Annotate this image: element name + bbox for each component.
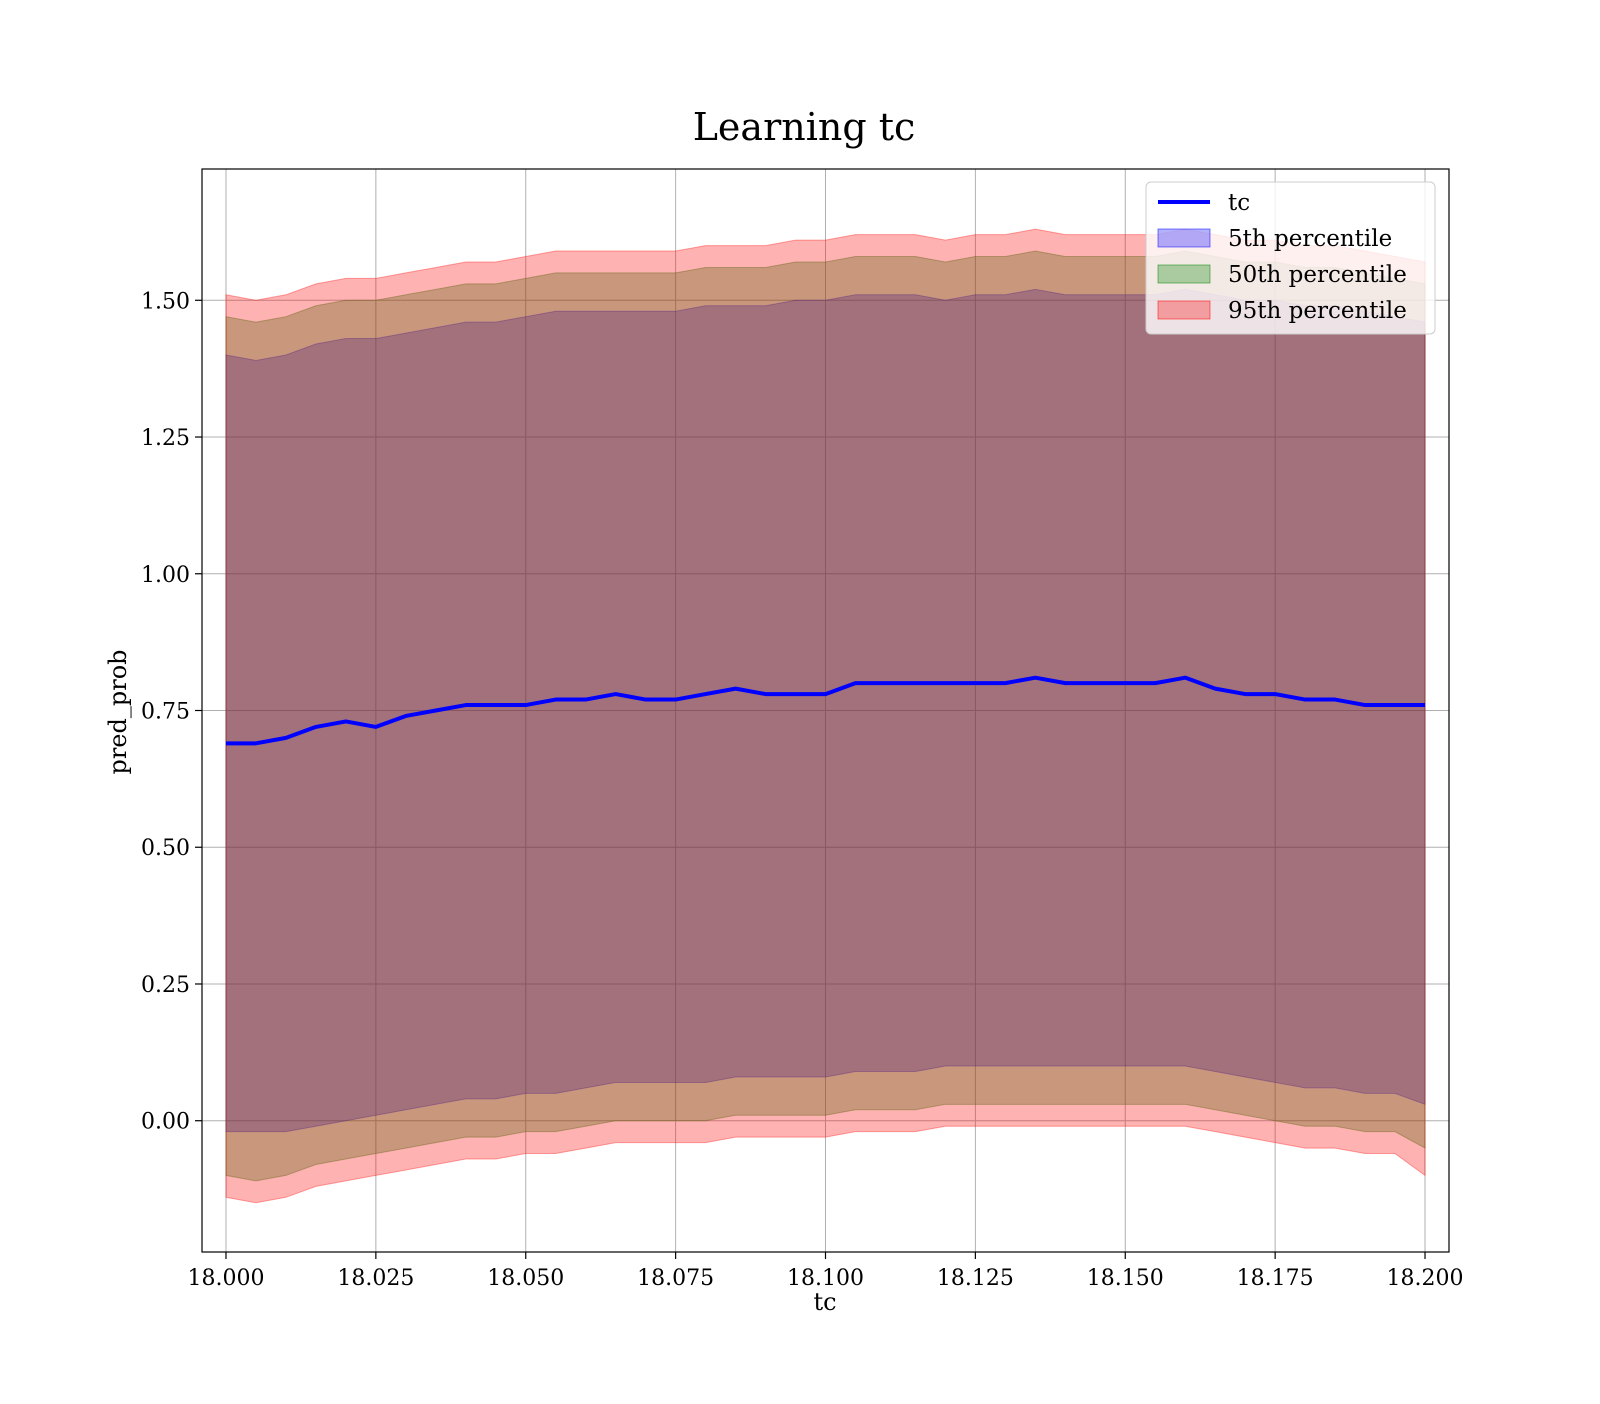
x-tick-label: 18.100 bbox=[787, 1266, 864, 1291]
y-tick-label: 0.00 bbox=[141, 1110, 190, 1135]
x-tick-label: 18.175 bbox=[1237, 1266, 1314, 1291]
x-tick-label: 18.050 bbox=[487, 1266, 564, 1291]
percentile-bands bbox=[225, 228, 1426, 1204]
x-axis-label: tc bbox=[813, 1288, 836, 1316]
legend-label: 50th percentile bbox=[1228, 262, 1407, 288]
band-5th-percentile bbox=[225, 288, 1426, 1133]
legend: tc 5th percentile 50th percentile 95th perc… bbox=[1145, 181, 1436, 335]
band-50th-percentile bbox=[225, 250, 1426, 1182]
band-95th-percentile bbox=[225, 228, 1426, 1204]
legend-box bbox=[1145, 181, 1436, 335]
series-lines bbox=[225, 675, 1426, 746]
legend-label: 5th percentile bbox=[1228, 226, 1392, 252]
y-axis: 0.00 0.25 0.50 0.75 1.00 1.25 1.50 bbox=[141, 289, 202, 1135]
legend-label: tc bbox=[1228, 190, 1250, 216]
x-tick-label: 18.025 bbox=[337, 1266, 414, 1291]
y-tick-label: 1.00 bbox=[141, 563, 190, 588]
x-tick-label: 18.075 bbox=[637, 1266, 714, 1291]
y-tick-label: 1.25 bbox=[141, 426, 190, 451]
x-tick-label: 18.150 bbox=[1087, 1266, 1164, 1291]
legend-label: 95th percentile bbox=[1228, 298, 1407, 324]
x-axis: 18.000 18.025 18.050 18.075 18.100 18.125 18.1… bbox=[187, 1252, 1464, 1291]
legend-swatch-band bbox=[1157, 300, 1211, 320]
x-tick-label: 18.000 bbox=[187, 1266, 264, 1291]
y-tick-label: 0.75 bbox=[141, 700, 190, 725]
y-tick-label: 0.50 bbox=[141, 836, 190, 861]
grid bbox=[202, 169, 1449, 1252]
y-tick-label: 0.25 bbox=[141, 973, 190, 998]
x-tick-label: 18.125 bbox=[937, 1266, 1014, 1291]
series-line-tc bbox=[225, 675, 1426, 746]
y-tick-label: 1.50 bbox=[141, 289, 190, 314]
legend-swatch-band bbox=[1157, 228, 1211, 248]
y-axis-label: pred_prob bbox=[104, 649, 132, 774]
x-tick-label: 18.200 bbox=[1387, 1266, 1464, 1291]
legend-swatch-band bbox=[1157, 264, 1211, 284]
chart-title: Learning tc bbox=[693, 105, 916, 149]
